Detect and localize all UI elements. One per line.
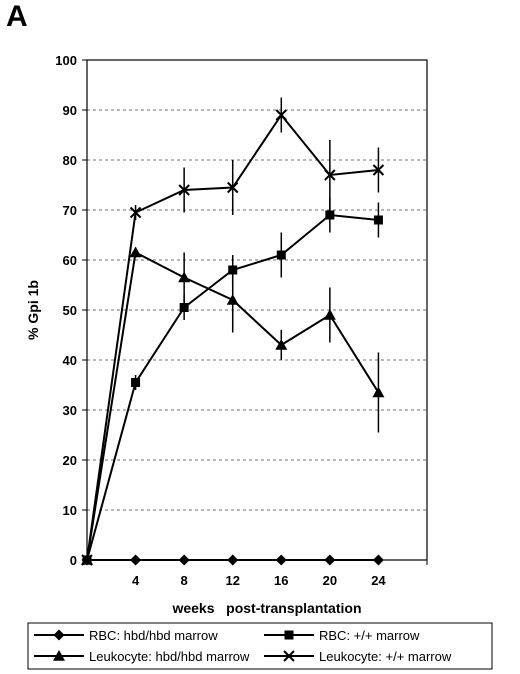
data-point [373, 215, 383, 225]
axes: 0 10 20 30 40 50 60 70 80 90 100 4 8 12 16 20 24 [55, 53, 428, 588]
data-point [227, 554, 239, 566]
legend-entry: RBC: hbd/hbd marrow [34, 628, 218, 643]
legend-marker [283, 650, 295, 662]
x-marker-stroke [129, 206, 142, 219]
y-tick-label: 100 [55, 53, 77, 68]
data-point [129, 246, 142, 258]
data-point [275, 109, 287, 121]
x-marker-stroke [275, 109, 287, 121]
y-tick-label: 50 [63, 303, 77, 318]
x-marker-stroke [81, 554, 93, 566]
data-point [178, 271, 191, 283]
y-tick-label: 10 [63, 503, 77, 518]
y-axis-title: % Gpi 1b [25, 280, 41, 340]
data-point [129, 206, 142, 219]
legend-label: RBC: +/+ marrow [319, 628, 420, 643]
x-tick-label: 8 [181, 573, 188, 588]
legend-label: Leukocyte: +/+ marrow [319, 649, 452, 664]
x-marker-stroke [372, 164, 385, 176]
legend-marker [53, 650, 65, 661]
gridlines [87, 109, 427, 511]
x-axis-title: weeks post-transplantation [171, 600, 361, 616]
x-marker-stroke [283, 650, 295, 662]
legend-label: Leukocyte: hbd/hbd marrow [89, 649, 250, 664]
series-4 [81, 97, 385, 566]
data-point [323, 309, 336, 320]
legend-entry: Leukocyte: +/+ marrow [264, 649, 452, 664]
x-tick-label: 12 [225, 573, 239, 588]
legend-box [27, 622, 493, 670]
series-layer [81, 97, 385, 566]
data-point [276, 250, 286, 260]
data-point [130, 554, 142, 566]
data-point [131, 378, 141, 387]
y-tick-label: 0 [70, 553, 77, 568]
legend-marker [284, 630, 294, 640]
data-point [372, 386, 385, 398]
data-point [227, 181, 239, 194]
data-point [324, 169, 336, 181]
legend-entry: Leukocyte: hbd/hbd marrow [34, 649, 250, 664]
data-point [275, 339, 288, 350]
legend-marker [53, 629, 65, 641]
x-marker-stroke [178, 184, 190, 196]
data-point [325, 210, 335, 220]
y-tick-label: 40 [63, 353, 77, 368]
data-point [178, 184, 190, 196]
x-tick-label: 24 [371, 573, 386, 588]
legend-label: RBC: hbd/hbd marrow [89, 628, 218, 643]
legend-entry: RBC: +/+ marrow [264, 628, 420, 643]
data-point [81, 554, 93, 566]
data-point [372, 554, 384, 566]
series-3 [81, 246, 385, 565]
data-point [275, 554, 287, 566]
data-point [178, 554, 190, 566]
y-tick-label: 30 [63, 403, 77, 418]
x-marker-stroke [324, 169, 336, 181]
x-marker-stroke [227, 181, 239, 194]
legend: RBC: hbd/hbd marrow RBC: +/+ marrow Leukoc… [27, 622, 493, 670]
data-point [324, 554, 336, 566]
y-tick-label: 60 [63, 253, 77, 268]
y-tick-label: 80 [63, 153, 77, 168]
series-2 [82, 197, 383, 565]
series-1 [81, 554, 384, 566]
panel-letter: A [6, 0, 28, 33]
data-point [372, 164, 385, 176]
data-point [226, 294, 239, 305]
y-tick-label: 90 [63, 103, 77, 118]
data-point [179, 303, 189, 312]
x-tick-label: 20 [323, 573, 337, 588]
x-tick-label: 4 [132, 573, 140, 588]
y-tick-label: 70 [63, 203, 77, 218]
x-tick-label: 16 [274, 573, 288, 588]
y-tick-label: 20 [63, 453, 77, 468]
